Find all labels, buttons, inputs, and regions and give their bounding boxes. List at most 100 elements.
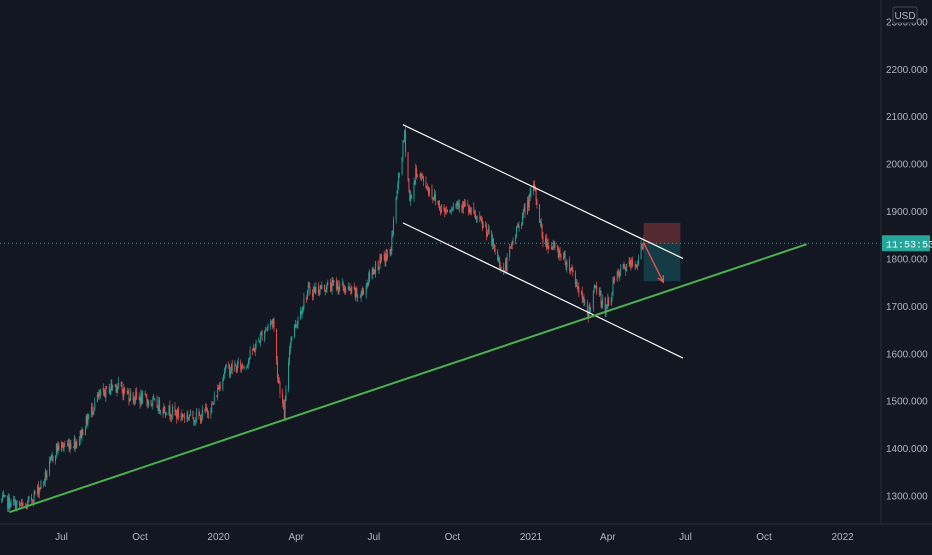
candle-body [248,358,250,361]
candle-body [345,288,347,293]
candle-body [52,456,54,461]
candle-body [402,141,404,158]
candle-body [554,242,556,248]
candle-body [142,393,144,404]
price-tick-label: 1800.000 [886,254,928,265]
candle-body [265,330,266,332]
candle-body [365,285,367,295]
candle-body [363,291,365,295]
candle-body [398,173,400,184]
candle-body [314,287,316,293]
candle-body [576,281,578,287]
candle-body [613,278,615,280]
time-tick-label: Oct [132,532,148,543]
candle-body [601,304,603,307]
candle-body [409,190,411,201]
candle-body [360,294,362,298]
candle-body [174,406,176,413]
time-tick-label: Oct [756,532,772,543]
candle-body [362,290,364,292]
candle-body [283,404,285,419]
candle-body [512,241,514,245]
candle-body [49,460,50,474]
candle-body [55,444,57,456]
candle-body [273,319,275,330]
candle-body [9,506,11,509]
candle-body [434,194,436,202]
time-tick-label: Jul [368,532,381,543]
candle-body [181,414,183,417]
candle-body [175,411,177,413]
candle-body [437,201,439,204]
candle-body [498,257,500,261]
time-axis[interactable]: Jul Oct 2020 Apr Jul Oct 2021 Apr Jul Oct 2022 [55,532,854,543]
candle-body [522,213,523,224]
candle-body [390,249,392,252]
candle-body [319,286,321,293]
candle-body [564,252,566,263]
candle-body [31,500,33,501]
candle-body [102,388,104,392]
time-tick-label: 2020 [207,532,230,543]
candle-body [347,287,349,289]
candle-body [74,438,76,448]
candle-body [311,293,313,297]
candle-body [57,445,59,451]
candle-body [312,288,314,297]
time-tick-label: Apr [288,532,304,543]
candle-body [87,417,89,424]
candle-body [135,391,137,401]
candle-body [596,286,598,293]
candle-body [318,292,320,294]
candle-body [617,271,619,273]
candle-body [476,216,478,218]
candle-body [396,193,398,198]
candle-body [28,497,30,500]
candle-body [99,394,101,396]
candle-body [559,250,561,255]
candle-body [110,383,112,390]
candle-body [444,209,446,213]
candle-body [128,392,130,401]
candle-body [468,205,470,213]
candle-body [201,409,203,419]
candle-body [93,407,95,412]
candle-body [498,257,500,266]
candle-body [608,298,610,306]
candle-body [510,247,511,248]
candle-body [511,243,513,245]
candle-body [90,406,92,415]
currency-badge[interactable]: USD [892,6,918,24]
candle-body [80,430,82,438]
candle-body [114,384,116,386]
candle-body [386,253,388,258]
candle-body [456,202,458,205]
candle-body [377,261,379,271]
candle-body [296,324,298,326]
candle-body [604,298,606,314]
candle-body [551,246,553,250]
candle-body [329,282,331,288]
price-tick-label: 1500.000 [886,397,928,408]
candle-body [439,204,441,210]
candle-body [624,266,626,268]
candle-body [45,471,47,478]
candle-body [32,500,34,503]
candle-body [120,381,122,387]
candle-body [81,429,83,438]
candle-body [411,195,412,199]
candle-body [577,286,579,288]
candle-body [122,390,124,397]
candle-body [474,212,476,214]
candle-body [193,417,195,423]
candle-body [222,379,224,389]
candle-body [324,289,326,292]
candle-body [572,270,574,273]
candle-body [315,286,317,293]
candle-body [500,267,502,270]
candle-body [611,292,613,298]
candle-body [112,385,114,389]
candles-layer [1,126,645,513]
